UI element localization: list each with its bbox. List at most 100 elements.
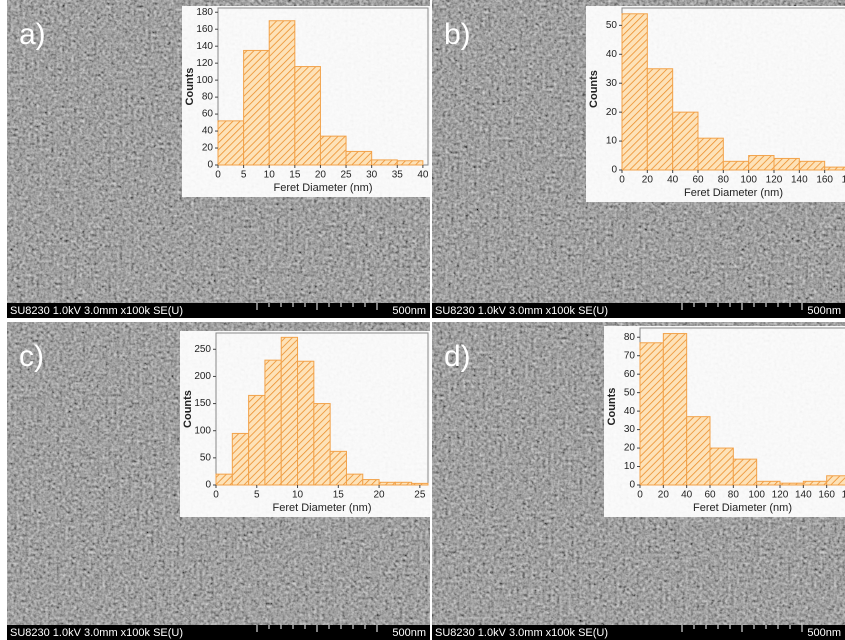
x-tick-label: 30 — [366, 170, 378, 181]
x-tick-label: 20 — [658, 490, 670, 501]
y-tick-label: 0 — [207, 160, 213, 171]
x-tick-label: 180 — [842, 175, 845, 186]
bar — [646, 68, 674, 171]
bar — [215, 473, 233, 486]
y-tick-label: 60 — [202, 109, 214, 120]
bar — [294, 66, 321, 166]
y-axis-title: Counts — [184, 68, 196, 106]
x-tick-label: 10 — [264, 170, 276, 181]
bar — [396, 160, 424, 166]
y-tick-label: 0 — [205, 480, 211, 491]
y-tick-label: 180 — [196, 7, 213, 18]
y-tick-label: 40 — [202, 126, 214, 137]
y-tick-label: 30 — [606, 78, 618, 89]
x-tick-label: 0 — [213, 490, 219, 501]
bar — [411, 482, 429, 486]
scale-text: 500nm — [392, 305, 426, 317]
bar — [824, 166, 845, 171]
bar — [371, 159, 398, 166]
bar — [722, 160, 750, 171]
x-tick-label: 0 — [215, 170, 221, 181]
y-tick-label: 60 — [624, 369, 636, 380]
bar — [319, 135, 347, 166]
y-tick-label: 0 — [611, 165, 617, 176]
bar — [621, 13, 648, 171]
bar — [732, 458, 758, 486]
y-tick-label: 250 — [194, 344, 211, 355]
bar — [709, 447, 734, 486]
panel-label: d) — [444, 340, 471, 373]
scale-text: 500nm — [807, 627, 841, 639]
y-tick-label: 120 — [196, 58, 213, 69]
x-tick-label: 20 — [642, 175, 654, 186]
x-axis-title: Feret Diameter (nm) — [273, 182, 372, 194]
x-tick-label: 120 — [772, 490, 789, 501]
bar — [217, 120, 245, 166]
x-tick-label: 0 — [637, 490, 643, 501]
y-tick-label: 20 — [202, 143, 214, 154]
x-tick-label: 15 — [333, 490, 345, 501]
x-tick-label: 140 — [791, 175, 808, 186]
bar — [639, 342, 664, 486]
bar — [345, 473, 364, 486]
bar — [394, 481, 413, 486]
x-axis-title: Feret Diameter (nm) — [693, 502, 792, 514]
info-bar — [7, 625, 430, 640]
y-tick-label: 20 — [624, 443, 636, 454]
y-tick-label: 50 — [200, 452, 212, 463]
panel: a) SU8230 1.0kV 3.0mm x100k SE(U) 500nm 0 20… — [7, 0, 430, 318]
x-tick-label: 20 — [374, 490, 386, 501]
x-tick-label: 25 — [414, 490, 426, 501]
x-tick-label: 60 — [692, 175, 704, 186]
bar — [672, 111, 699, 171]
x-tick-label: 20 — [315, 170, 327, 181]
info-text: SU8230 1.0kV 3.0mm x100k SE(U) — [10, 627, 183, 639]
y-tick-label: 40 — [624, 406, 636, 417]
y-tick-label: 10 — [624, 461, 636, 472]
y-tick-label: 100 — [196, 75, 213, 86]
bar — [802, 480, 828, 486]
x-tick-label: 10 — [292, 490, 304, 501]
bar — [248, 394, 266, 486]
x-tick-label: 40 — [667, 175, 679, 186]
bar — [297, 360, 315, 486]
bar — [329, 450, 347, 486]
bar — [231, 432, 250, 486]
x-tick-label: 35 — [392, 170, 404, 181]
y-axis-title: Counts — [588, 70, 600, 108]
bar — [686, 416, 711, 486]
y-tick-label: 0 — [629, 480, 635, 491]
bar — [773, 157, 800, 171]
y-tick-label: 150 — [194, 398, 211, 409]
x-tick-label: 100 — [740, 175, 757, 186]
y-tick-label: 160 — [196, 24, 213, 35]
y-tick-label: 20 — [606, 107, 618, 118]
scale-text: 500nm — [392, 627, 426, 639]
x-tick-label: 120 — [766, 175, 783, 186]
bar — [697, 137, 724, 171]
panel-label: c) — [19, 340, 44, 373]
x-tick-label: 160 — [816, 175, 833, 186]
y-tick-label: 50 — [606, 20, 618, 31]
x-tick-label: 40 — [417, 170, 429, 181]
y-tick-label: 140 — [196, 41, 213, 52]
info-text: SU8230 1.0kV 3.0mm x100k SE(U) — [435, 627, 608, 639]
x-tick-label: 25 — [340, 170, 352, 181]
y-axis-title: Counts — [606, 388, 618, 426]
bar — [378, 481, 396, 486]
bar — [779, 482, 804, 486]
x-tick-label: 5 — [241, 170, 247, 181]
info-bar — [7, 303, 430, 318]
bar — [662, 333, 688, 486]
x-tick-label: 5 — [254, 490, 260, 501]
x-tick-label: 40 — [681, 490, 693, 501]
scale-text: 500nm — [807, 305, 841, 317]
x-tick-label: 140 — [795, 490, 812, 501]
panel: b) SU8230 1.0kV 3.0mm x100k SE(U) 500nm 0 10… — [432, 0, 845, 318]
bar — [756, 480, 781, 486]
x-tick-label: 80 — [728, 490, 740, 501]
bar — [345, 150, 373, 166]
y-tick-label: 80 — [624, 332, 636, 343]
x-tick-label: 0 — [619, 175, 625, 186]
